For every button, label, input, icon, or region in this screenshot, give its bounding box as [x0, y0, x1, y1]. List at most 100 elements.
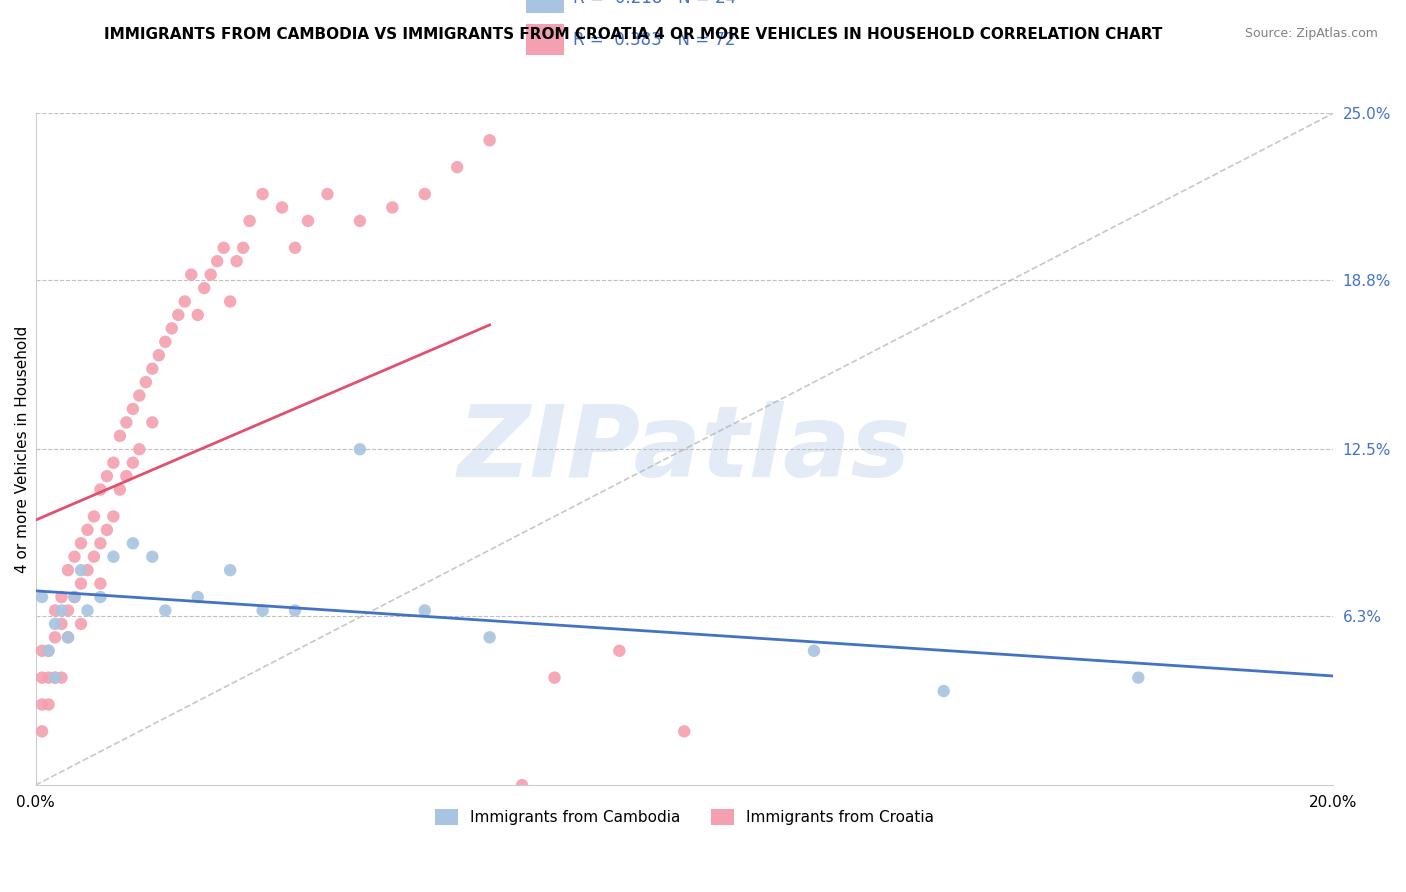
Point [187, 308, 209, 322]
Point [89, 576, 111, 591]
Point [89, 483, 111, 497]
Point [141, 361, 163, 376]
Point [70, 563, 93, 577]
Point [446, 160, 468, 174]
Point [108, 429, 131, 443]
Point [44, 671, 66, 685]
Point [44, 671, 66, 685]
Text: Source: ZipAtlas.com: Source: ZipAtlas.com [1244, 27, 1378, 40]
Point [70, 576, 93, 591]
Point [56, 563, 79, 577]
Point [349, 214, 371, 228]
Point [478, 133, 501, 147]
Point [96, 523, 118, 537]
Point [141, 549, 163, 564]
Point [51, 616, 73, 631]
Point [121, 456, 143, 470]
Point [239, 214, 262, 228]
Point [128, 442, 150, 457]
Point [31, 698, 53, 712]
Point [56, 630, 79, 644]
Point [38, 644, 60, 658]
Y-axis label: 4 or more Vehicles in Household: 4 or more Vehicles in Household [15, 326, 30, 573]
Point [200, 268, 222, 282]
Point [167, 308, 190, 322]
Point [193, 281, 215, 295]
Point [609, 644, 631, 658]
Point [478, 630, 501, 644]
Point [284, 241, 307, 255]
Point [76, 523, 98, 537]
Point [96, 469, 118, 483]
Point [252, 187, 274, 202]
Point [56, 630, 79, 644]
Point [803, 644, 825, 658]
Point [38, 644, 60, 658]
Point [51, 671, 73, 685]
Point [38, 671, 60, 685]
Point [155, 334, 177, 349]
Point [56, 603, 79, 617]
Point [219, 294, 242, 309]
Point [297, 214, 319, 228]
Text: ZIPatlas: ZIPatlas [458, 401, 911, 498]
Point [381, 201, 404, 215]
Text: IMMIGRANTS FROM CAMBODIA VS IMMIGRANTS FROM CROATIA 4 OR MORE VEHICLES IN HOUSEH: IMMIGRANTS FROM CAMBODIA VS IMMIGRANTS F… [104, 27, 1161, 42]
Point [76, 603, 98, 617]
Point [121, 401, 143, 416]
Point [413, 603, 436, 617]
Point [1128, 671, 1150, 685]
Point [135, 375, 157, 389]
Point [510, 778, 533, 792]
Text: R =  0.383   N = 72: R = 0.383 N = 72 [572, 31, 735, 49]
Point [155, 603, 177, 617]
Point [205, 254, 228, 268]
Point [180, 268, 202, 282]
Point [148, 348, 170, 362]
Point [44, 603, 66, 617]
Point [271, 201, 294, 215]
Point [173, 294, 195, 309]
Point [76, 563, 98, 577]
Point [83, 509, 105, 524]
Point [70, 616, 93, 631]
Point [141, 416, 163, 430]
Point [89, 536, 111, 550]
Legend: Immigrants from Cambodia, Immigrants from Croatia: Immigrants from Cambodia, Immigrants fro… [429, 803, 941, 831]
Point [51, 590, 73, 604]
Point [349, 442, 371, 457]
Point [932, 684, 955, 698]
Point [316, 187, 339, 202]
Point [103, 509, 125, 524]
Point [121, 536, 143, 550]
Point [115, 416, 138, 430]
Point [103, 456, 125, 470]
Point [219, 563, 242, 577]
Point [31, 724, 53, 739]
Point [252, 603, 274, 617]
Point [63, 590, 86, 604]
Point [284, 603, 307, 617]
Point [413, 187, 436, 202]
Point [103, 549, 125, 564]
Point [673, 724, 696, 739]
Point [70, 536, 93, 550]
Point [44, 616, 66, 631]
Point [160, 321, 183, 335]
Point [31, 590, 53, 604]
Point [212, 241, 235, 255]
Bar [526, 24, 564, 55]
Point [51, 603, 73, 617]
Bar [526, 0, 564, 13]
Point [44, 630, 66, 644]
Point [187, 590, 209, 604]
Point [63, 590, 86, 604]
Point [31, 671, 53, 685]
Point [115, 469, 138, 483]
Point [108, 483, 131, 497]
Point [225, 254, 247, 268]
Point [89, 590, 111, 604]
Point [31, 644, 53, 658]
Point [83, 549, 105, 564]
Point [232, 241, 254, 255]
